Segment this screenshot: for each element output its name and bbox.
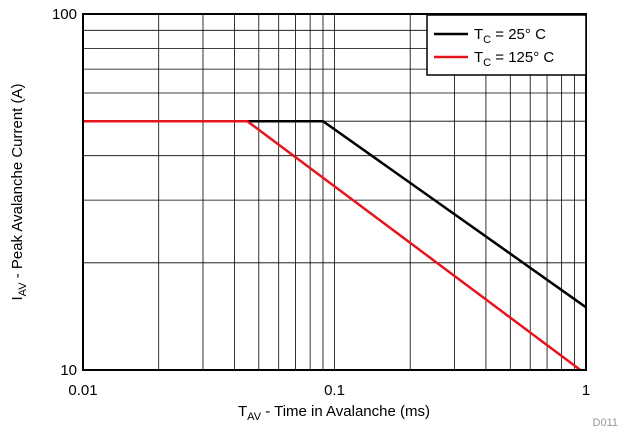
y-tick-label: 10	[60, 362, 77, 379]
legend-entry-tc-125: TC = 125° C	[474, 49, 554, 69]
x-tick-labels: 0.01 0.1 1	[68, 382, 590, 399]
y-axis-label: IAV - Peak Avalanche Current (A)	[9, 83, 29, 300]
x-axis-label: TAV - Time in Avalanche (ms)	[238, 403, 430, 423]
x-tick-label: 0.01	[68, 382, 97, 399]
y-tick-labels: 10 100	[52, 6, 77, 379]
series-layer	[83, 119, 587, 372]
figure-code: D011	[593, 417, 618, 429]
x-tick-label: 0.1	[324, 382, 345, 399]
x-tick-label: 1	[582, 382, 590, 399]
legend: TC = 25° C TC = 125° C	[426, 14, 587, 76]
legend-box	[426, 14, 587, 76]
legend-entry-tc-25: TC = 25° C	[474, 26, 546, 46]
y-tick-label: 100	[52, 6, 77, 23]
series-line-tc-125	[83, 119, 582, 372]
plot-frame	[82, 13, 587, 371]
